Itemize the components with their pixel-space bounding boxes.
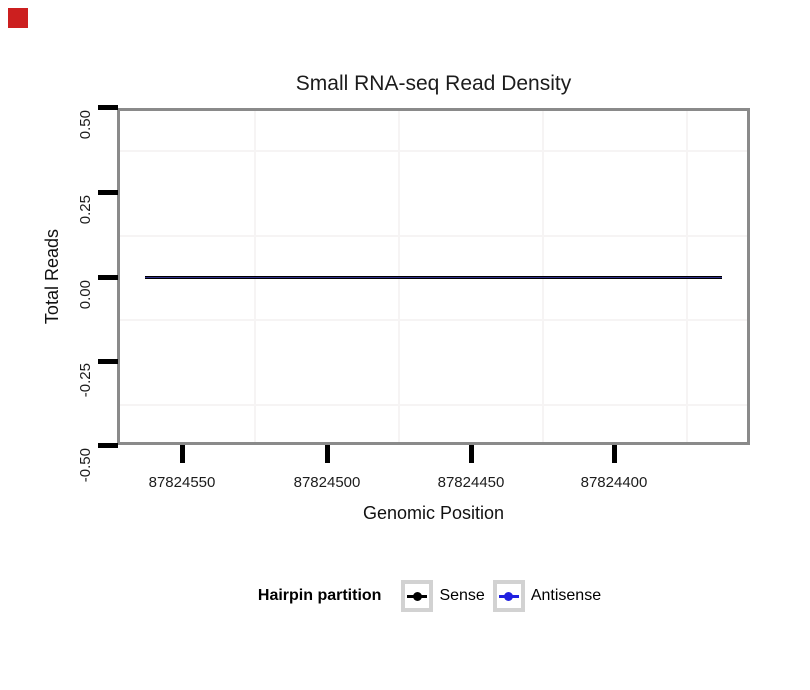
plot-panel — [117, 108, 750, 445]
x-axis-tick — [180, 445, 185, 463]
x-axis-tick — [469, 445, 474, 463]
x-tick-label: 87824550 — [148, 474, 216, 491]
x-tick-label: 87824400 — [580, 474, 648, 491]
legend: Hairpin partition Sense Antisense — [117, 577, 750, 615]
legend-title: Hairpin partition — [257, 587, 382, 604]
y-tick-label: 0.00 — [77, 280, 94, 310]
y-axis-tick — [98, 359, 118, 364]
point-glyph-icon — [412, 591, 422, 601]
chart-title: Small RNA-seq Read Density — [295, 72, 572, 95]
x-axis-tick — [325, 445, 330, 463]
x-axis-tick — [612, 445, 617, 463]
y-tick-label: 0.50 — [77, 110, 94, 140]
read-density-zero-line — [145, 276, 722, 279]
y-axis-tick — [98, 275, 118, 280]
minor-gridline-horizontal — [120, 319, 747, 321]
legend-key-box — [401, 580, 434, 612]
x-axis-title: Genomic Position — [362, 503, 505, 523]
legend-key-box — [492, 580, 525, 612]
x-tick-label: 87824450 — [437, 474, 505, 491]
minor-gridline-horizontal — [120, 150, 747, 152]
x-tick-label: 87824500 — [293, 474, 361, 491]
y-tick-label: -0.50 — [77, 448, 94, 483]
legend-label: Sense — [439, 587, 485, 604]
legend-item-antisense: Antisense — [492, 580, 602, 612]
minor-gridline-horizontal — [120, 235, 747, 237]
y-axis-tick — [98, 443, 118, 448]
point-glyph-icon — [504, 591, 514, 601]
y-axis-tick — [98, 190, 118, 195]
y-tick-label: 0.25 — [77, 195, 94, 225]
y-tick-label: -0.25 — [77, 363, 94, 398]
legend-item-sense: Sense — [401, 580, 485, 612]
red-marker-square — [8, 8, 28, 28]
minor-gridline-horizontal — [120, 404, 747, 406]
y-axis-title: Total Reads — [42, 229, 62, 325]
y-axis-tick — [98, 105, 118, 110]
legend-label: Antisense — [530, 587, 602, 604]
